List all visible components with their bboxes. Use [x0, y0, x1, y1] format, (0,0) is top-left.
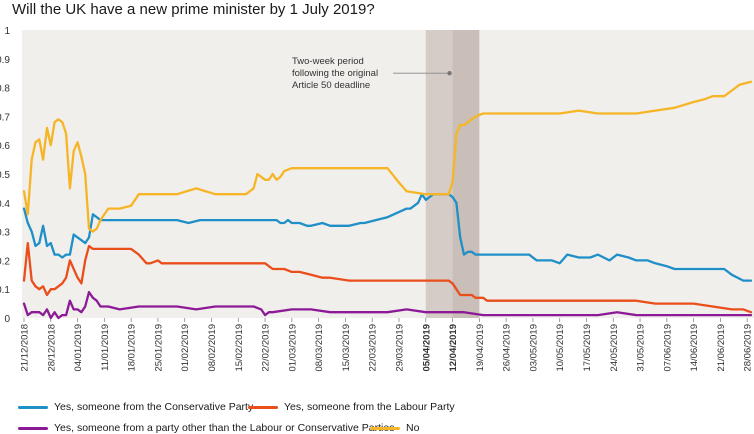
shaded-period: [425, 30, 453, 318]
y-tick-label: 0.7: [0, 112, 10, 123]
x-tick-label: 31/05/2019: [636, 324, 647, 372]
y-tick-label: 0.2: [0, 256, 10, 267]
data-series: [22, 80, 753, 320]
x-tick-label: 08/03/2019: [314, 324, 325, 372]
x-tick-label: 18/01/2019: [127, 324, 138, 372]
x-tick-label: 07/06/2019: [662, 324, 673, 372]
y-tick-label: 1: [4, 26, 10, 37]
x-tick-label: 15/03/2019: [341, 324, 352, 372]
x-tick-label: 10/05/2019: [555, 324, 566, 372]
x-tick-label: 22/02/2019: [261, 324, 272, 372]
x-tick-label: 28/12/2018: [46, 324, 57, 372]
shaded-period: [452, 30, 480, 318]
x-tick-label: 29/03/2019: [394, 324, 405, 372]
y-tick-label: 0.5: [0, 170, 10, 181]
series-line: [22, 80, 753, 233]
x-tick-label: 26/04/2019: [502, 324, 513, 372]
x-tick-label: 01/03/2019: [287, 324, 298, 372]
x-tick-label: 04/01/2019: [73, 324, 84, 372]
x-tick-label: 05/04/2019: [421, 324, 432, 372]
y-tick-label: 0.6: [0, 141, 10, 152]
y-tick-label: 0.3: [0, 228, 10, 239]
annotation-text: Two-week period: [292, 56, 364, 67]
x-tick-label: 14/06/2019: [689, 324, 700, 372]
y-tick-label: 0.1: [0, 285, 10, 296]
x-tick-label: 24/05/2019: [609, 324, 620, 372]
shaded-periods: [425, 30, 480, 318]
legend-item-other: Yes, someone from a party other than the…: [18, 422, 394, 434]
x-tick-label: 15/02/2019: [234, 324, 245, 372]
legend-item-no: No: [370, 422, 419, 434]
annotation-text: following the original: [292, 68, 378, 79]
x-tick-label: 25/01/2019: [153, 324, 164, 372]
chart-title: Will the UK have a new prime minister by…: [12, 1, 375, 18]
y-tick-label: 0.4: [0, 199, 10, 210]
plot-background: [22, 30, 754, 318]
legend-item-labour: Yes, someone from the Labour Party: [248, 401, 455, 413]
annotation-text: Article 50 deadline: [292, 80, 370, 91]
x-tick-label: 21/06/2019: [716, 324, 727, 372]
x-tick-label: 21/12/2018: [20, 324, 31, 372]
legend-swatch-no: [370, 426, 400, 430]
legend-swatch-other: [18, 426, 48, 430]
y-tick-label: 0.9: [0, 55, 10, 66]
x-tick-label: 19/04/2019: [475, 324, 486, 372]
y-tick-label: 0.8: [0, 84, 10, 95]
x-tick-label: 22/03/2019: [368, 324, 379, 372]
x-tick-label: 03/05/2019: [528, 324, 539, 372]
series-line: [22, 241, 753, 314]
legend-label-no: No: [406, 422, 420, 434]
legend-label-conservative: Yes, someone from the Conservative Party: [54, 401, 254, 413]
series-line: [22, 193, 753, 282]
legend-label-labour: Yes, someone from the Labour Party: [284, 401, 455, 413]
legend-swatch-conservative: [18, 405, 48, 409]
x-axis: 21/12/2018 28/12/2018 04/01/2019 11/01/2019…: [20, 318, 754, 372]
x-tick-label: 28/06/2019: [743, 324, 754, 372]
y-axis: 0 0.1 0.2 0.3 0.4 0.5 0.6 0.7 0.8 0.9 1: [0, 26, 10, 325]
legend-label-other: Yes, someone from a party other than the…: [54, 422, 395, 434]
series-line: [22, 290, 753, 320]
x-tick-label: 11/01/2019: [100, 324, 111, 371]
x-tick-label: 01/02/2019: [180, 324, 191, 372]
x-tick-label: 17/05/2019: [582, 324, 593, 372]
x-tick-label: 08/02/2019: [207, 324, 218, 372]
y-tick-label: 0: [4, 314, 10, 325]
legend-swatch-labour: [248, 405, 278, 409]
x-tick-label: 12/04/2019: [448, 324, 459, 372]
legend-item-conservative: Yes, someone from the Conservative Party: [18, 401, 253, 413]
annotation-dot: [447, 71, 452, 76]
